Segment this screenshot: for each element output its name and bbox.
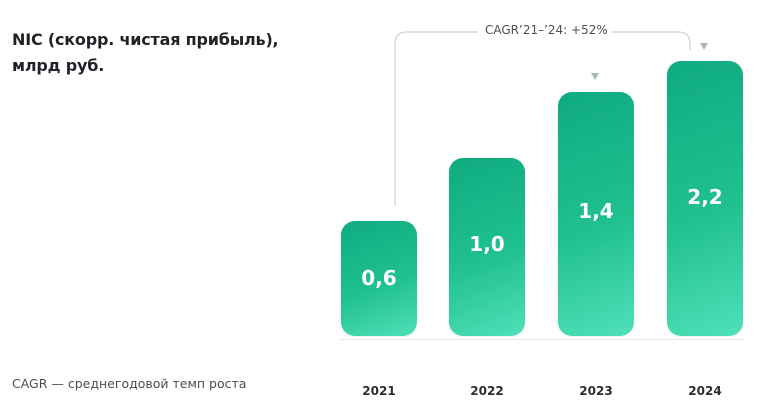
arrow-down-icon — [591, 73, 599, 80]
bar-2023: 1,4 — [558, 92, 634, 336]
bar-2024: 2,2 — [667, 61, 743, 336]
bar-value-label: 1,4 — [578, 199, 614, 223]
bar-value-label: 1,0 — [469, 232, 505, 256]
chart-title-line-1: NIC (скорр. чистая прибыль), — [12, 30, 279, 49]
bar-2022: 1,0 — [449, 158, 525, 336]
bar-value-label: 0,6 — [361, 266, 397, 290]
x-axis-baseline — [340, 339, 744, 340]
footnote: CAGR — среднегодовой темп роста — [12, 376, 247, 391]
x-tick-2021: 2021 — [362, 384, 396, 398]
bar-2021: 0,6 — [341, 221, 417, 336]
x-tick-2024: 2024 — [688, 384, 722, 398]
bar-value-label: 2,2 — [687, 185, 723, 209]
x-tick-2022: 2022 — [470, 384, 504, 398]
arrow-down-icon — [700, 43, 708, 50]
cagr-label: CAGR’21–’24: +52% — [482, 23, 611, 37]
chart-title-line-2: млрд руб. — [12, 56, 105, 75]
chart-title: NIC (скорр. чистая прибыль), млрд руб. — [12, 27, 279, 79]
x-tick-2023: 2023 — [579, 384, 613, 398]
